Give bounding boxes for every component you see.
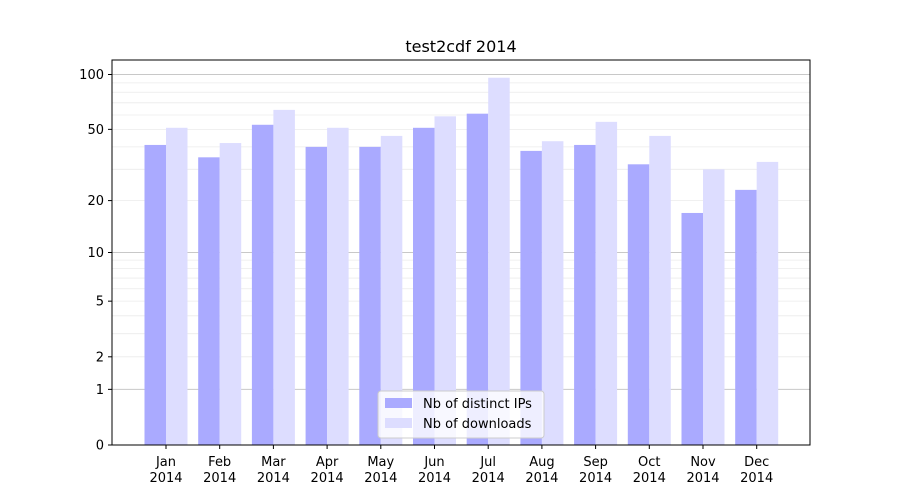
- bar-distinct-ips: [251, 124, 274, 445]
- bar-downloads: [756, 161, 779, 445]
- bar-distinct-ips: [681, 212, 703, 445]
- bar-downloads: [434, 116, 456, 446]
- x-tick-label-year: 2014: [418, 471, 451, 486]
- chart-title: test2cdf 2014: [405, 37, 516, 56]
- x-tick-label-year: 2014: [525, 471, 558, 486]
- bar-distinct-ips: [627, 164, 650, 445]
- x-tick-label-month: Mar: [261, 455, 286, 470]
- bar-downloads: [166, 127, 188, 446]
- x-tick-label-month: Jun: [423, 455, 444, 470]
- x-tick-label-year: 2014: [257, 471, 290, 486]
- x-tick-label-year: 2014: [149, 471, 182, 486]
- legend-swatch: [385, 418, 412, 428]
- x-tick-label-year: 2014: [633, 471, 666, 486]
- bar-downloads: [327, 127, 349, 446]
- x-tick-label-month: Nov: [690, 455, 716, 470]
- bar-distinct-ips: [359, 146, 381, 445]
- x-tick-label-month: Sep: [583, 455, 608, 470]
- bar-distinct-ips: [305, 146, 328, 445]
- bar-distinct-ips: [413, 127, 435, 446]
- bar-downloads: [541, 141, 564, 446]
- y-tick-label: 50: [87, 123, 104, 138]
- x-tick-label-month: Dec: [744, 455, 769, 470]
- bar-downloads: [380, 135, 403, 445]
- x-tick-label-year: 2014: [472, 471, 505, 486]
- y-tick-label: 100: [79, 68, 104, 83]
- bar-distinct-ips: [574, 144, 596, 445]
- x-tick-label-month: Feb: [208, 455, 231, 470]
- legend-swatch: [385, 398, 412, 408]
- x-tick-label-month: Jan: [155, 455, 176, 470]
- bar-downloads: [703, 169, 725, 445]
- bar-distinct-ips: [198, 157, 220, 445]
- bar-distinct-ips: [144, 144, 166, 445]
- legend-label: Nb of downloads: [423, 417, 532, 432]
- x-tick-label-year: 2014: [203, 471, 236, 486]
- bar-downloads: [219, 143, 242, 446]
- x-tick-label-year: 2014: [686, 471, 719, 486]
- y-tick-label: 2: [96, 350, 104, 365]
- legend-label: Nb of distinct IPs: [423, 397, 532, 412]
- y-tick-label: 0: [96, 439, 104, 454]
- x-tick-label-month: Apr: [316, 455, 339, 470]
- x-tick-label-year: 2014: [364, 471, 397, 486]
- x-tick-label-month: Jul: [479, 455, 496, 470]
- bar-distinct-ips: [520, 150, 542, 445]
- y-tick-label: 5: [96, 295, 104, 310]
- bar-downloads: [595, 121, 618, 445]
- legend-box: [377, 390, 545, 439]
- x-tick-label-month: Oct: [638, 455, 660, 470]
- x-tick-label-year: 2014: [579, 471, 612, 486]
- bar-downloads: [488, 77, 510, 445]
- y-tick-label: 10: [87, 246, 104, 261]
- x-tick-label-year: 2014: [740, 471, 773, 486]
- y-tick-label: 1: [96, 383, 104, 398]
- bar-downloads: [649, 135, 671, 445]
- x-tick-label-month: May: [367, 455, 394, 470]
- x-tick-label-year: 2014: [311, 471, 344, 486]
- bar-distinct-ips: [735, 189, 757, 445]
- bar-distinct-ips: [466, 113, 489, 446]
- y-tick-label: 20: [87, 194, 104, 209]
- x-tick-label-month: Aug: [529, 455, 554, 470]
- bar-downloads: [273, 109, 295, 445]
